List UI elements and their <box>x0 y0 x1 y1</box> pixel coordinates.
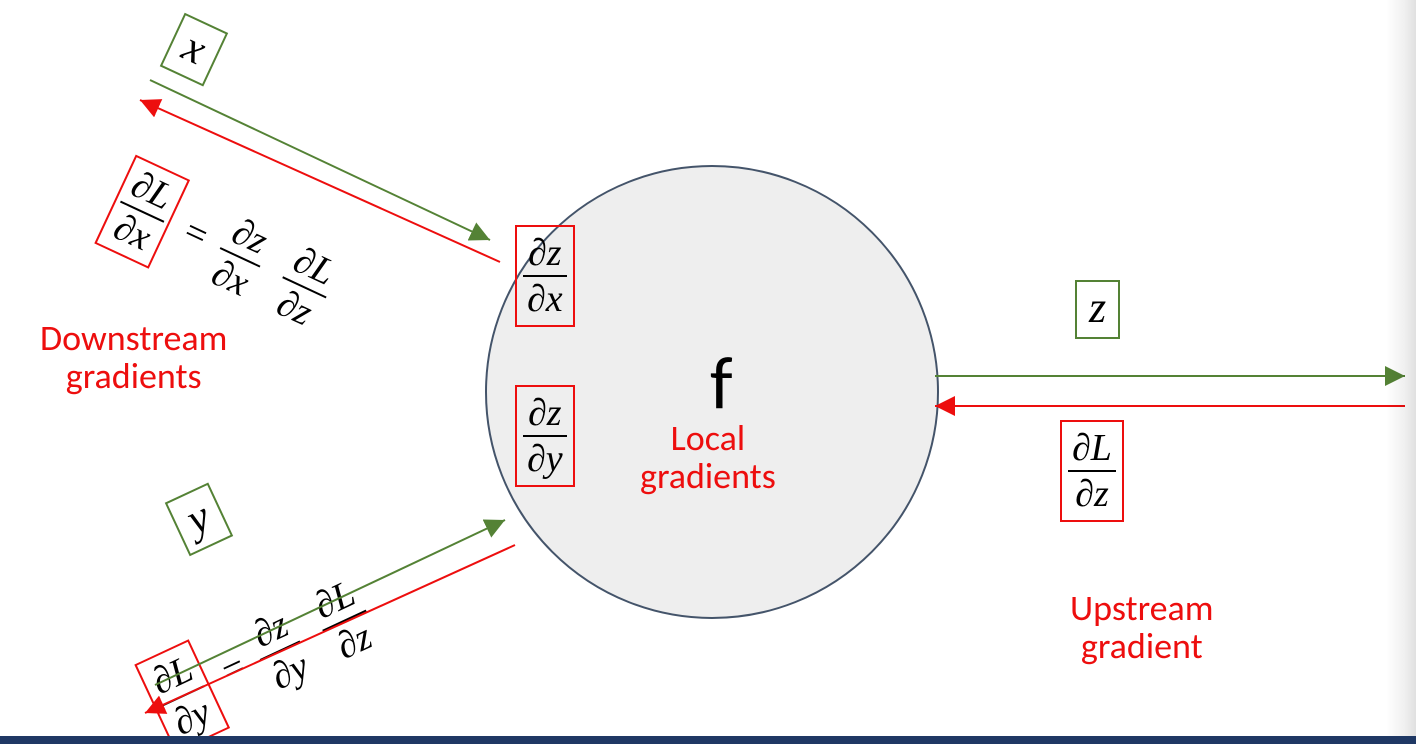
dzdx-den: ∂x <box>523 277 567 321</box>
variable-z-box: z <box>1075 280 1120 339</box>
variable-x: x <box>175 21 213 74</box>
diagram-stage: f Local gradients Downstream gradients U… <box>0 0 1416 744</box>
equals-x: = <box>170 206 222 260</box>
local-gradient-dzdy-box: ∂z ∂y <box>515 385 575 487</box>
equals-y: = <box>208 642 260 696</box>
dzdy-num: ∂z <box>523 391 567 437</box>
variable-y-box: y <box>165 483 233 557</box>
local-gradient-dzdx-box: ∂z ∂x <box>515 225 575 327</box>
downstream-eq-x: ∂L ∂x = ∂z ∂x ∂L ∂z <box>94 155 347 342</box>
local-gradients-label: Local gradients <box>640 420 776 496</box>
upstream-gradient-label: Upstream gradient <box>1070 590 1214 666</box>
upstream-gradient-dLdz: ∂L ∂z <box>1068 426 1116 516</box>
dLdx-lhs-box: ∂L ∂x <box>94 155 190 269</box>
slide-bottom-bar <box>0 736 1416 744</box>
downstream-gradients-text-2: gradients <box>66 354 202 398</box>
downstream-gradients-label: Downstream gradients <box>40 320 227 396</box>
local-gradient-dzdx: ∂z ∂x <box>523 231 567 321</box>
dLdz-num: ∂L <box>1068 426 1116 472</box>
dLdx-lhs: ∂L ∂x <box>101 161 182 263</box>
variable-x-box: x <box>160 13 228 87</box>
dLdy-rhs-b: ∂L ∂z <box>304 570 385 672</box>
local-gradients-text-2: gradients <box>640 454 776 498</box>
downstream-eq-y: ∂L ∂y = ∂z ∂y ∂L ∂z <box>134 566 387 744</box>
function-label: f <box>710 338 733 428</box>
variable-y: y <box>179 491 217 544</box>
upstream-gradient-text-2: gradient <box>1081 624 1203 668</box>
dLdx-rhs-b: ∂L ∂z <box>264 236 345 338</box>
dLdz-den: ∂z <box>1068 472 1116 516</box>
dzdx-num: ∂z <box>523 231 567 277</box>
slide-right-shadow <box>1386 0 1416 744</box>
dzdy-den: ∂y <box>523 437 567 481</box>
variable-z: z <box>1089 283 1106 332</box>
local-gradient-dzdy: ∂z ∂y <box>523 391 567 481</box>
dLdy-rhs-a: ∂z ∂y <box>241 601 319 701</box>
upstream-gradient-dLdz-box: ∂L ∂z <box>1060 420 1124 522</box>
